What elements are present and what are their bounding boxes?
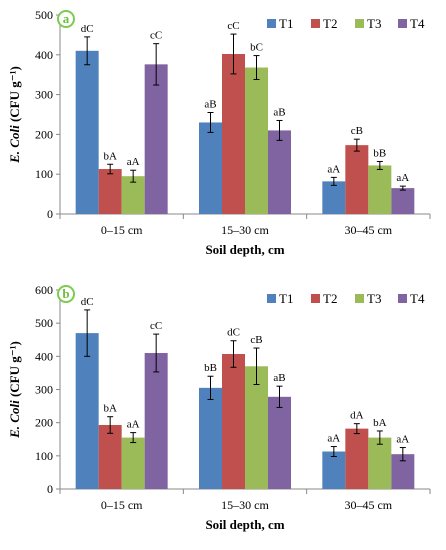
significance-label: dC (81, 296, 94, 308)
legend-label-t4: T4 (410, 16, 425, 31)
panel-badge-circle (57, 10, 75, 28)
legend-swatch-t2 (311, 294, 320, 303)
y-tick-label: 300 (35, 383, 53, 397)
bar-t1 (199, 122, 222, 214)
legend-label-t4: T4 (410, 291, 425, 306)
y-tick-label: 600 (35, 283, 53, 297)
legend-label-t2: T2 (323, 291, 337, 306)
significance-label: dC (227, 327, 240, 339)
y-axis-title: E. Coli (CFU g⁻¹) (7, 66, 22, 164)
x-tick-label: 15–30 cm (221, 223, 269, 237)
y-tick-label: 400 (35, 349, 53, 363)
panel-letter: b (62, 286, 69, 301)
legend-label-t2: T2 (323, 16, 337, 31)
legend-swatch-t3 (355, 19, 364, 28)
x-tick-label: 0–15 cm (101, 223, 143, 237)
bar-t1 (199, 387, 222, 489)
significance-label: aA (327, 433, 340, 445)
x-tick-label: 30–45 cm (344, 223, 392, 237)
y-tick-label: 0 (47, 482, 53, 496)
significance-label: dC (81, 23, 94, 35)
panel-letter: a (63, 11, 70, 26)
significance-label: aA (327, 163, 340, 175)
bar-t2 (345, 428, 369, 489)
x-tick-label: 15–30 cm (221, 498, 269, 512)
y-tick-label: 0 (47, 207, 53, 221)
bar-t4 (144, 353, 168, 489)
bar-t3 (368, 165, 392, 214)
significance-label: cC (150, 30, 162, 42)
bar-t4 (391, 188, 415, 214)
bar-t2 (98, 169, 122, 214)
y-axis-title: E. Coli (CFU g⁻¹) (7, 341, 22, 439)
y-tick-label: 100 (35, 449, 53, 463)
significance-label: aA (127, 419, 140, 431)
legend-swatch-t4 (398, 294, 407, 303)
y-tick-label: 500 (35, 8, 53, 22)
y-tick-label: 200 (35, 416, 53, 430)
x-tick-label: 30–45 cm (344, 498, 392, 512)
bar-t4 (268, 396, 291, 489)
significance-label: bB (204, 362, 217, 374)
legend-swatch-t1 (267, 294, 276, 303)
y-tick-label: 300 (35, 88, 53, 102)
significance-label: cC (150, 320, 162, 332)
significance-label: aB (273, 372, 285, 384)
y-tick-label: 100 (35, 167, 53, 181)
significance-label: aB (204, 99, 216, 111)
legend-label-t3: T3 (367, 16, 381, 31)
y-tick-label: 400 (35, 48, 53, 62)
legend-swatch-t4 (398, 19, 407, 28)
bar-t1 (322, 451, 346, 489)
bar-t2 (98, 424, 122, 489)
y-tick-label: 500 (35, 316, 53, 330)
bar-t3 (245, 366, 268, 489)
legend-swatch-t2 (311, 19, 320, 28)
significance-label: bA (103, 150, 117, 162)
legend-swatch-t1 (267, 19, 276, 28)
significance-label: aA (396, 172, 409, 184)
significance-label: cB (351, 125, 363, 137)
significance-label: cB (250, 334, 262, 346)
chart-panel-a: 0 100 200 300 400 500 dC bA aA cC 0–15 cm aB cC bC aB 1… (7, 8, 431, 257)
bar-t3 (368, 437, 392, 489)
bar-t4 (268, 130, 291, 214)
bar-t3 (121, 176, 145, 214)
bar-t1 (322, 181, 346, 214)
bar-t2 (345, 145, 369, 214)
bar-t3 (121, 437, 145, 489)
significance-label: aA (127, 156, 140, 168)
bar-t1 (75, 50, 99, 214)
significance-label: cC (227, 20, 239, 32)
bar-t4 (144, 64, 168, 215)
significance-label: dA (350, 410, 364, 422)
significance-label: bB (373, 147, 386, 159)
bar-t1 (75, 333, 99, 489)
significance-label: aA (396, 434, 409, 446)
bar-t3 (245, 67, 268, 214)
y-tick-label: 200 (35, 127, 53, 141)
legend-label-t3: T3 (367, 291, 381, 306)
bar-t4 (391, 454, 415, 489)
significance-label: bA (103, 403, 117, 415)
legend-label-t1: T1 (279, 16, 293, 31)
chart-panel-b: 0 100 200 300 400 500 600 dC bA aA cC 0–15 cm bB dC cB… (7, 283, 431, 532)
bar-t2 (222, 54, 245, 215)
legend-label-t1: T1 (279, 291, 293, 306)
legend-swatch-t3 (355, 294, 364, 303)
x-axis-title: Soil depth, cm (205, 242, 284, 257)
bar-t2 (222, 354, 245, 489)
panel-badge-circle (57, 285, 75, 303)
x-axis-title: Soil depth, cm (205, 517, 284, 532)
x-tick-label: 0–15 cm (101, 498, 143, 512)
significance-label: aB (273, 106, 285, 118)
significance-label: bA (373, 417, 387, 429)
significance-label: bC (250, 42, 263, 54)
